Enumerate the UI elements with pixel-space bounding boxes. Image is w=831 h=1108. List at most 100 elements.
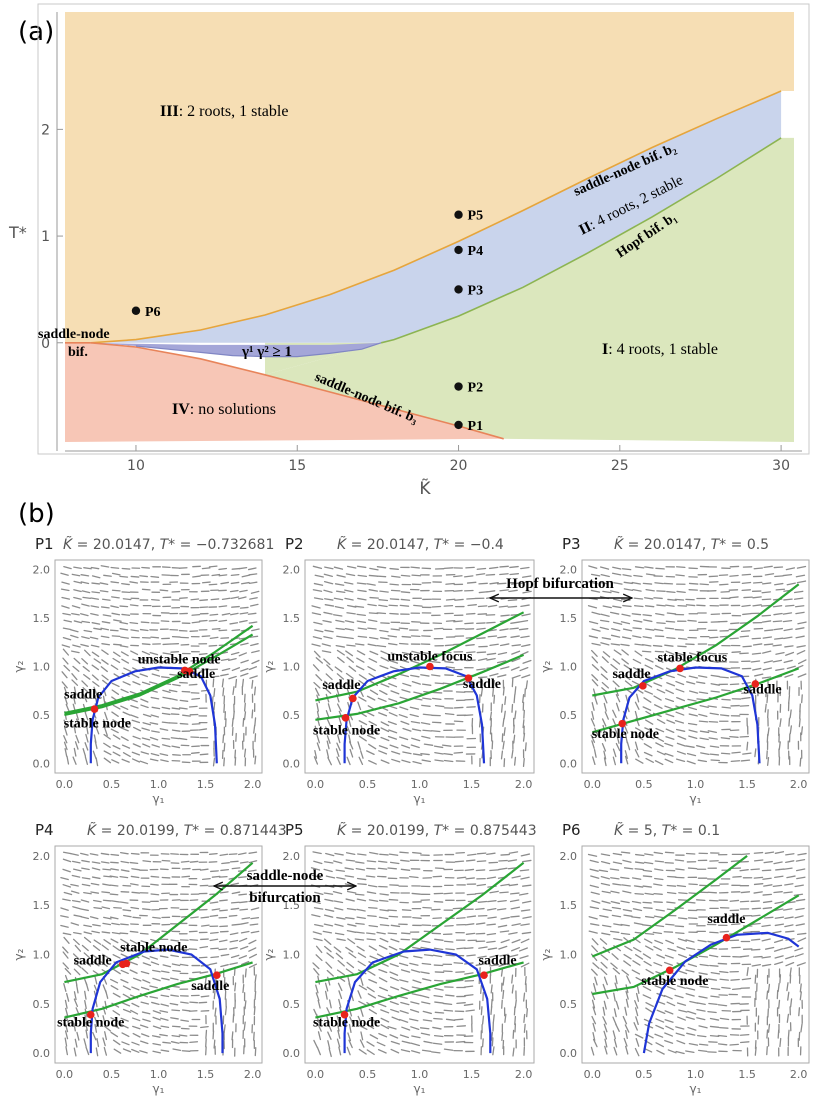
- stream-dash: [356, 582, 367, 585]
- stream-dash: [653, 704, 663, 709]
- stream-dash: [719, 714, 730, 717]
- stream-dash: [760, 604, 771, 607]
- stream-dash: [624, 755, 629, 765]
- stream-dash: [642, 901, 652, 904]
- stream-dash: [356, 657, 365, 663]
- stream-dash: [367, 666, 376, 672]
- stream-dash: [334, 666, 343, 673]
- stream-dash: [347, 604, 357, 608]
- stream-dash: [208, 619, 218, 622]
- stream-dash: [110, 1031, 119, 1038]
- stream-dash: [411, 1035, 421, 1039]
- stream-dash: [761, 598, 772, 601]
- stream-dash: [466, 597, 476, 600]
- stream-dash: [248, 621, 258, 624]
- stream-dash: [359, 1039, 365, 1048]
- stream-dash: [502, 989, 505, 1000]
- stream-dash: [521, 884, 532, 887]
- stream-dash: [591, 1015, 597, 1025]
- stream-dash: [587, 605, 598, 609]
- region-III-label: III: 2 roots, 1 stable: [160, 103, 288, 120]
- x-tick-label: 1.5: [197, 1068, 215, 1081]
- stream-dash: [613, 1038, 618, 1048]
- stream-dash: [346, 929, 357, 933]
- stream-dash: [456, 1002, 466, 1005]
- stream-dash: [477, 900, 488, 903]
- fixed-point-annotation: stable node: [64, 716, 131, 731]
- stream-dash: [698, 1043, 709, 1046]
- stream-dash: [653, 695, 662, 701]
- y-axis-title: T*: [8, 223, 27, 242]
- stream-dash: [211, 573, 221, 577]
- stream-dash: [95, 1047, 99, 1057]
- stream-dash: [357, 883, 367, 886]
- stream-dash: [653, 962, 663, 967]
- stream-dash: [400, 598, 411, 601]
- stream-dash: [656, 688, 666, 694]
- y-tick-label: 2.0: [283, 564, 301, 577]
- stream-dash: [367, 619, 378, 622]
- stream-dash: [326, 740, 330, 750]
- stream-dash: [368, 906, 378, 909]
- stream-dash: [243, 748, 247, 758]
- stream-dash: [198, 728, 208, 731]
- stream-dash: [191, 613, 201, 616]
- stream-dash: [466, 954, 476, 957]
- stream-dash: [615, 693, 621, 703]
- gamma-region-area: [90, 342, 382, 357]
- stream-dash: [522, 758, 525, 768]
- y-tick-label: 1.5: [283, 899, 301, 912]
- stream-dash: [500, 853, 510, 856]
- stream-dash: [463, 1003, 474, 1006]
- stream-dash: [522, 732, 526, 742]
- stream-dash: [376, 953, 386, 959]
- title-k-value: = 5,: [623, 823, 661, 839]
- fixed-point: [213, 971, 221, 980]
- stream-dash: [500, 703, 504, 713]
- stream-dash: [336, 682, 345, 689]
- stream-dash: [391, 1016, 401, 1021]
- stream-dash: [709, 745, 720, 748]
- stream-dash: [498, 962, 508, 967]
- stream-dash: [475, 963, 485, 966]
- stream-dash: [601, 743, 607, 752]
- stream-dash: [336, 876, 346, 880]
- stream-dash: [593, 748, 597, 758]
- stream-dash: [356, 877, 367, 881]
- stream-dash: [72, 665, 80, 672]
- stream-dash: [742, 612, 752, 616]
- stream-dash: [444, 712, 455, 716]
- stream-dash: [796, 876, 806, 880]
- stream-dash: [123, 946, 132, 952]
- stream-dash: [433, 1017, 443, 1020]
- stream-dash: [189, 860, 199, 863]
- stream-dash: [686, 1032, 696, 1036]
- stream-dash: [90, 597, 100, 600]
- stream-dash: [774, 851, 785, 854]
- stream-dash: [150, 961, 160, 966]
- stream-dash: [112, 1010, 121, 1016]
- stream-dash: [388, 712, 398, 717]
- stream-dash: [131, 947, 141, 952]
- stream-dash: [513, 1006, 516, 1016]
- stream-dash: [129, 961, 138, 966]
- stream-dash: [346, 612, 356, 615]
- stream-dash: [687, 1010, 697, 1015]
- stream-dash: [612, 680, 620, 688]
- stream-dash: [366, 867, 376, 870]
- stream-dash: [594, 976, 598, 986]
- stream-dash: [129, 939, 138, 945]
- stream-dash: [73, 620, 83, 624]
- stream-dash: [314, 891, 324, 896]
- stream-dash: [601, 718, 607, 727]
- stream-dash: [401, 909, 412, 912]
- stream-dash: [222, 687, 225, 697]
- stream-dash: [603, 1023, 608, 1033]
- stream-dash: [603, 757, 607, 767]
- stream-dash: [589, 859, 599, 864]
- stream-dash: [111, 596, 120, 599]
- stream-dash: [332, 891, 343, 895]
- stream-dash: [81, 877, 91, 880]
- stream-dash: [251, 679, 254, 689]
